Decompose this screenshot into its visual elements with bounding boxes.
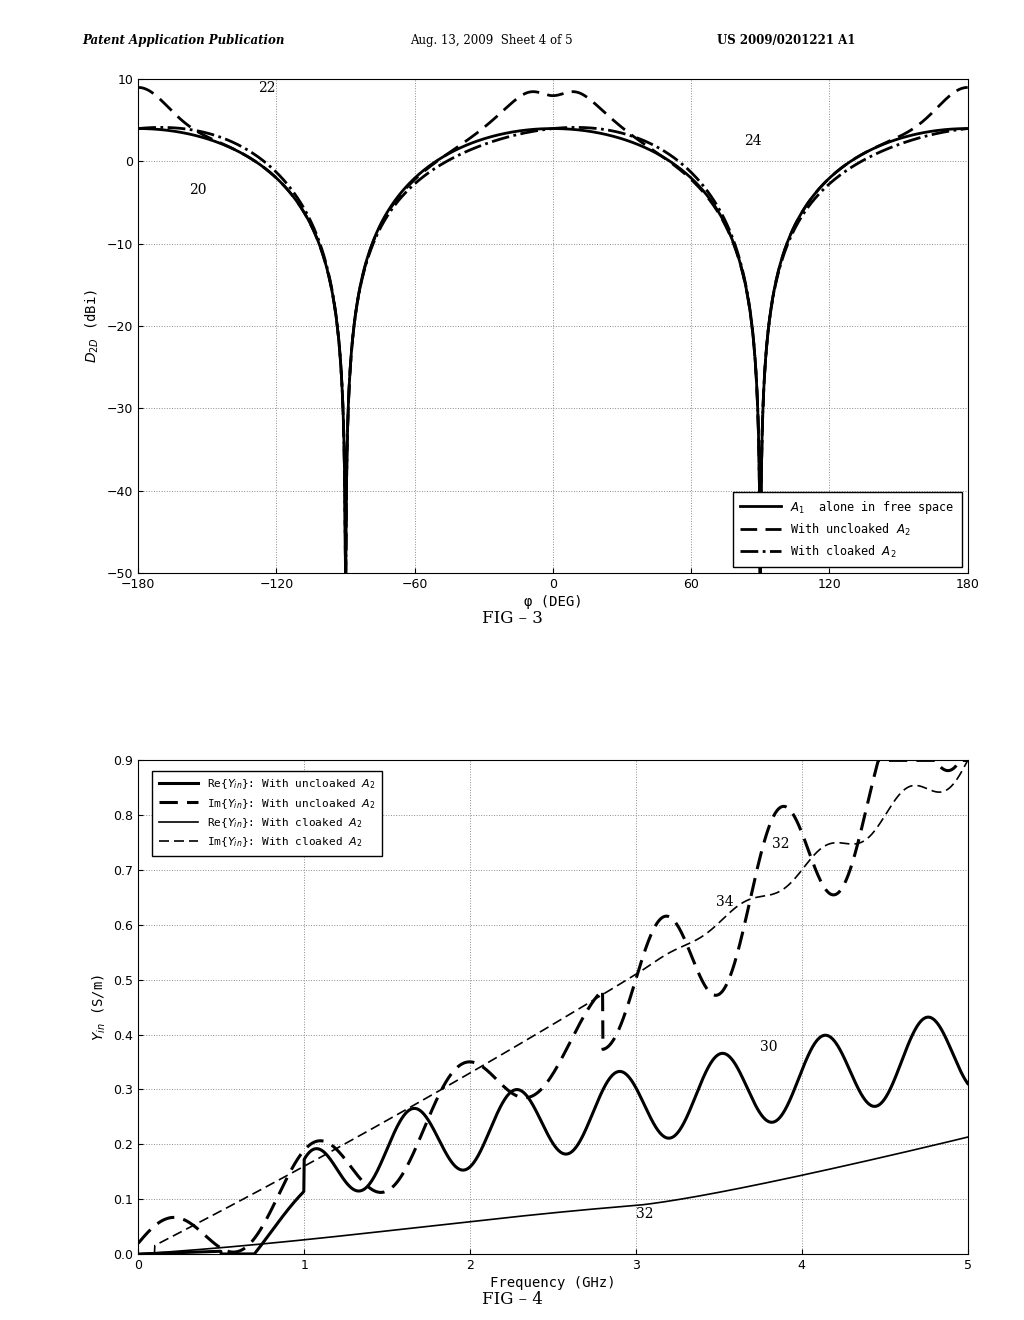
Y-axis label: $D_{2D}$ (dBi): $D_{2D}$ (dBi): [84, 289, 101, 363]
X-axis label: Frequency (GHz): Frequency (GHz): [490, 1276, 615, 1290]
Im{$Y_{in}$}: With uncloaked $A_2$: (0.573, 0.00343): With uncloaked $A_2$: (0.573, 0.00343): [227, 1245, 240, 1261]
Im{$Y_{in}$}: With cloaked $A_2$: (0, 0): With cloaked $A_2$: (0, 0): [132, 1246, 144, 1262]
$A_1$  alone in free space: [962, 120, 974, 136]
With cloaked $A_2$: [450, 149, 462, 165]
Line: With cloaked $A_2$: With cloaked $A_2$: [138, 128, 968, 573]
Line: Im{$Y_{in}$}: With uncloaked $A_2$: Im{$Y_{in}$}: With uncloaked $A_2$: [138, 760, 968, 1253]
Text: 34: 34: [716, 895, 733, 908]
Line: With uncloaked $A_2$: With uncloaked $A_2$: [138, 87, 968, 573]
Text: 22: 22: [258, 81, 275, 95]
Text: Aug. 13, 2009  Sheet 4 of 5: Aug. 13, 2009 Sheet 4 of 5: [410, 33, 572, 46]
Im{$Y_{in}$}: With uncloaked $A_2$: (4.86, 0.883): With uncloaked $A_2$: (4.86, 0.883): [938, 762, 950, 777]
Text: FIG – 3: FIG – 3: [481, 610, 543, 627]
With uncloaked $A_2$: [752, 391, 764, 407]
Im{$Y_{in}$}: With cloaked $A_2$: (0.255, 0.0399): With cloaked $A_2$: (0.255, 0.0399): [174, 1224, 186, 1239]
Y-axis label: $Y_{in}$ (S/m): $Y_{in}$ (S/m): [90, 974, 108, 1040]
Line: Im{$Y_{in}$}: With cloaked $A_2$: Im{$Y_{in}$}: With cloaked $A_2$: [138, 760, 968, 1254]
With cloaked $A_2$: [283, 178, 295, 194]
Im{$Y_{in}$}: With uncloaked $A_2$: (2.3, 0.286): With uncloaked $A_2$: (2.3, 0.286): [514, 1089, 526, 1105]
Im{$Y_{in}$}: With uncloaked $A_2$: (3.94, 0.806): With uncloaked $A_2$: (3.94, 0.806): [785, 804, 798, 820]
$A_1$  alone in free space: [752, 391, 764, 407]
Im{$Y_{in}$}: With uncloaked $A_2$: (5, 0.9): With uncloaked $A_2$: (5, 0.9): [962, 752, 974, 768]
With uncloaked $A_2$: [339, 565, 351, 581]
$A_1$  alone in free space: [630, 136, 642, 152]
With uncloaked $A_2$: [630, 131, 642, 147]
Im{$Y_{in}$}: With cloaked $A_2$: (2.43, 0.406): With cloaked $A_2$: (2.43, 0.406): [536, 1023, 548, 1039]
Text: 24: 24: [744, 135, 762, 148]
Re{$Y_{in}$}: With uncloaked $A_2$: (4.86, 0.401): With uncloaked $A_2$: (4.86, 0.401): [938, 1027, 950, 1043]
Re{$Y_{in}$}: With cloaked $A_2$: (2.3, 0.0688): With cloaked $A_2$: (2.3, 0.0688): [513, 1208, 525, 1224]
With cloaked $A_2$: [630, 129, 642, 145]
With cloaked $A_2$: [672, 153, 684, 169]
$A_1$  alone in free space: [814, 180, 826, 195]
Im{$Y_{in}$}: With uncloaked $A_2$: (4.46, 0.9): With uncloaked $A_2$: (4.46, 0.9): [872, 752, 885, 768]
$A_1$  alone in free space: [132, 120, 144, 136]
With uncloaked $A_2$: [132, 79, 144, 95]
Im{$Y_{in}$}: With cloaked $A_2$: (2.3, 0.383): With cloaked $A_2$: (2.3, 0.383): [513, 1036, 525, 1052]
Re{$Y_{in}$}: With cloaked $A_2$: (0.255, 0.00551): With cloaked $A_2$: (0.255, 0.00551): [174, 1243, 186, 1259]
Re{$Y_{in}$}: With uncloaked $A_2$: (3.94, 0.287): With uncloaked $A_2$: (3.94, 0.287): [785, 1089, 798, 1105]
$A_1$  alone in free space: [450, 143, 462, 158]
$A_1$  alone in free space: [339, 565, 351, 581]
Re{$Y_{in}$}: With uncloaked $A_2$: (4.76, 0.432): With uncloaked $A_2$: (4.76, 0.432): [923, 1010, 935, 1026]
With cloaked $A_2$: [814, 185, 826, 201]
Im{$Y_{in}$}: With uncloaked $A_2$: (2.43, 0.302): With uncloaked $A_2$: (2.43, 0.302): [536, 1081, 548, 1097]
Re{$Y_{in}$}: With cloaked $A_2$: (4.85, 0.202): With cloaked $A_2$: (4.85, 0.202): [937, 1135, 949, 1151]
Legend: $A_1$  alone in free space, With uncloaked $A_2$, With cloaked $A_2$: $A_1$ alone in free space, With uncloake…: [732, 492, 962, 566]
With cloaked $A_2$: [340, 565, 352, 581]
Text: US 2009/0201221 A1: US 2009/0201221 A1: [717, 33, 855, 46]
With cloaked $A_2$: [132, 120, 144, 136]
$A_1$  alone in free space: [672, 158, 684, 174]
Re{$Y_{in}$}: With cloaked $A_2$: (3.94, 0.139): With cloaked $A_2$: (3.94, 0.139): [785, 1170, 798, 1185]
Im{$Y_{in}$}: With cloaked $A_2$: (3.94, 0.678): With cloaked $A_2$: (3.94, 0.678): [785, 874, 798, 890]
Re{$Y_{in}$}: With uncloaked $A_2$: (0, 0): With uncloaked $A_2$: (0, 0): [132, 1246, 144, 1262]
Im{$Y_{in}$}: With uncloaked $A_2$: (4.86, 0.883): With uncloaked $A_2$: (4.86, 0.883): [938, 762, 950, 777]
With cloaked $A_2$: [569, 120, 582, 136]
Text: 32: 32: [636, 1208, 653, 1221]
Line: Re{$Y_{in}$}: With cloaked $A_2$: Re{$Y_{in}$}: With cloaked $A_2$: [138, 1137, 968, 1254]
Line: $A_1$  alone in free space: $A_1$ alone in free space: [138, 128, 968, 573]
Text: Patent Application Publication: Patent Application Publication: [82, 33, 285, 46]
Re{$Y_{in}$}: With uncloaked $A_2$: (5, 0.311): With uncloaked $A_2$: (5, 0.311): [962, 1076, 974, 1092]
Im{$Y_{in}$}: With uncloaked $A_2$: (0.255, 0.0649): With uncloaked $A_2$: (0.255, 0.0649): [174, 1210, 186, 1226]
Im{$Y_{in}$}: With cloaked $A_2$: (5, 0.9): With cloaked $A_2$: (5, 0.9): [962, 752, 974, 768]
With uncloaked $A_2$: [962, 79, 974, 95]
Im{$Y_{in}$}: With cloaked $A_2$: (4.85, 0.843): With cloaked $A_2$: (4.85, 0.843): [937, 784, 949, 800]
With uncloaked $A_2$: [450, 140, 462, 156]
Text: 20: 20: [189, 183, 207, 198]
Re{$Y_{in}$}: With uncloaked $A_2$: (2.43, 0.241): With uncloaked $A_2$: (2.43, 0.241): [536, 1114, 548, 1130]
Line: Re{$Y_{in}$}: With uncloaked $A_2$: Re{$Y_{in}$}: With uncloaked $A_2$: [138, 1018, 968, 1254]
Im{$Y_{in}$}: With cloaked $A_2$: (4.85, 0.843): With cloaked $A_2$: (4.85, 0.843): [937, 784, 949, 800]
Re{$Y_{in}$}: With uncloaked $A_2$: (0.255, 0.00255): With uncloaked $A_2$: (0.255, 0.00255): [174, 1245, 186, 1261]
With cloaked $A_2$: [962, 120, 974, 136]
Legend: Re{$Y_{in}$}: With uncloaked $A_2$, Im{$Y_{in}$}: With uncloaked $A_2$, Re{$Y_{i: Re{$Y_{in}$}: With uncloaked $A_2$, Im{$…: [153, 771, 382, 857]
Text: FIG – 4: FIG – 4: [481, 1291, 543, 1308]
Text: 32: 32: [772, 837, 790, 851]
Im{$Y_{in}$}: With uncloaked $A_2$: (0, 0.0195): With uncloaked $A_2$: (0, 0.0195): [132, 1236, 144, 1251]
Re{$Y_{in}$}: With cloaked $A_2$: (4.85, 0.203): With cloaked $A_2$: (4.85, 0.203): [937, 1135, 949, 1151]
Re{$Y_{in}$}: With cloaked $A_2$: (0, 0): With cloaked $A_2$: (0, 0): [132, 1246, 144, 1262]
With uncloaked $A_2$: [814, 180, 826, 195]
With uncloaked $A_2$: [672, 160, 684, 176]
Re{$Y_{in}$}: With cloaked $A_2$: (5, 0.213): With cloaked $A_2$: (5, 0.213): [962, 1129, 974, 1144]
Text: 30: 30: [760, 1040, 778, 1055]
Re{$Y_{in}$}: With uncloaked $A_2$: (4.85, 0.402): With uncloaked $A_2$: (4.85, 0.402): [937, 1026, 949, 1041]
Re{$Y_{in}$}: With cloaked $A_2$: (2.43, 0.0729): With cloaked $A_2$: (2.43, 0.0729): [536, 1206, 548, 1222]
With uncloaked $A_2$: [283, 183, 295, 199]
Re{$Y_{in}$}: With uncloaked $A_2$: (2.3, 0.299): With uncloaked $A_2$: (2.3, 0.299): [513, 1082, 525, 1098]
$A_1$  alone in free space: [283, 183, 295, 199]
With cloaked $A_2$: [752, 395, 764, 411]
X-axis label: φ (DEG): φ (DEG): [523, 595, 583, 609]
